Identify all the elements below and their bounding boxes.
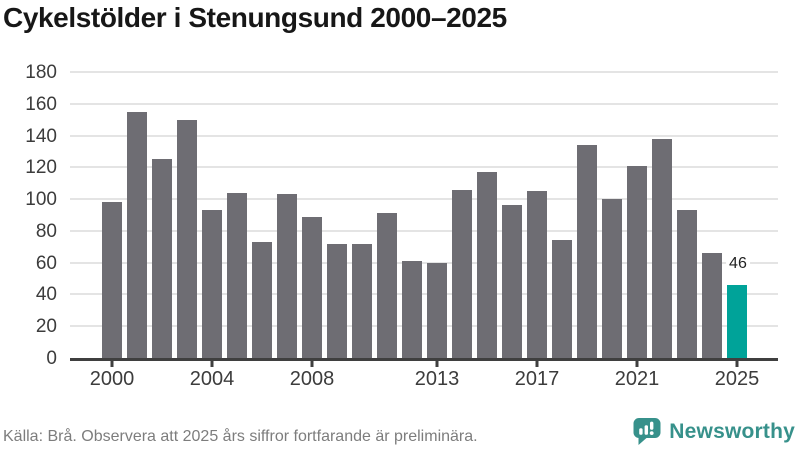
bar-2006 — [252, 242, 272, 358]
bar-2025 — [727, 284, 747, 358]
bar-2016 — [502, 205, 522, 358]
y-axis-tick-label: 160 — [25, 93, 57, 115]
x-axis-tick — [735, 361, 739, 367]
source-note: Källa: Brå. Observera att 2025 års siffr… — [3, 428, 478, 445]
bar-2015 — [477, 172, 497, 358]
y-axis-tick-label: 100 — [25, 189, 57, 211]
x-axis-tick-label: 2013 — [414, 368, 460, 390]
y-axis-tick-label: 0 — [46, 348, 57, 369]
gridline — [70, 102, 778, 105]
bar-2020 — [602, 199, 622, 358]
bar-2008 — [302, 216, 322, 358]
bar-2011 — [377, 213, 397, 358]
bar-2019 — [577, 145, 597, 358]
gridline — [70, 261, 778, 264]
gridline — [70, 198, 778, 201]
x-axis-tick-label: 2017 — [514, 368, 560, 390]
x-axis-tick — [435, 361, 439, 367]
gridline — [70, 166, 778, 169]
bar-2001 — [127, 111, 147, 358]
y-axis-tick-label: 40 — [35, 284, 57, 306]
gridline — [70, 325, 778, 328]
y-axis-tick-label: 80 — [35, 220, 57, 242]
gridline — [70, 293, 778, 296]
bar-2012 — [402, 261, 422, 358]
bar-2018 — [552, 240, 572, 358]
x-axis-tick — [535, 361, 539, 367]
x-axis-tick-label: 2008 — [289, 368, 335, 390]
bar-2007 — [277, 194, 297, 358]
bar-2024 — [702, 253, 722, 358]
y-axis-tick-label: 60 — [35, 252, 57, 274]
bar-2005 — [227, 192, 247, 358]
bar-2003 — [177, 119, 197, 358]
bar-2021 — [627, 165, 647, 358]
x-axis-tick — [635, 361, 639, 367]
x-axis-tick — [210, 361, 214, 367]
gridline — [70, 229, 778, 232]
y-axis-tick-label: 140 — [25, 125, 57, 147]
bar-2000 — [102, 202, 122, 358]
bar-2013 — [427, 262, 447, 358]
y-axis-tick-label: 120 — [25, 157, 57, 179]
gridline — [70, 134, 778, 137]
y-axis-tick-label: 180 — [25, 62, 57, 83]
bar-2002 — [152, 159, 172, 358]
bar-2022 — [652, 138, 672, 358]
newsworthy-brand-text: Newsworthy — [669, 420, 795, 443]
x-axis-line — [70, 358, 778, 361]
x-axis-tick-label: 2000 — [89, 368, 135, 390]
bar-2009 — [327, 243, 347, 358]
speech-bubble-chart-icon — [632, 416, 662, 448]
y-axis-tick-label: 20 — [35, 316, 57, 338]
x-axis-tick — [110, 361, 114, 367]
y-axis-labels: 0 20 40 60 80 100 120 140 160 180 — [0, 0, 57, 450]
bar-2010 — [352, 243, 372, 358]
bar-2017 — [527, 191, 547, 358]
bar-2014 — [452, 189, 472, 358]
chart-title: Cykelstölder i Stenungsund 2000–2025 — [3, 2, 507, 33]
bar-value-label: 46 — [726, 254, 750, 273]
bar-2023 — [677, 210, 697, 358]
plot-area: 2000 2004 2008 2013 2017 2021 2025 46 — [70, 71, 778, 390]
x-axis-tick-label: 2021 — [614, 368, 660, 390]
x-axis-tick-label: 2004 — [189, 368, 235, 390]
x-axis-tick — [310, 361, 314, 367]
gridline — [70, 71, 778, 73]
newsworthy-brand: Newsworthy — [632, 416, 795, 448]
x-axis-tick-label: 2025 — [714, 368, 760, 390]
bar-2004 — [202, 210, 222, 358]
